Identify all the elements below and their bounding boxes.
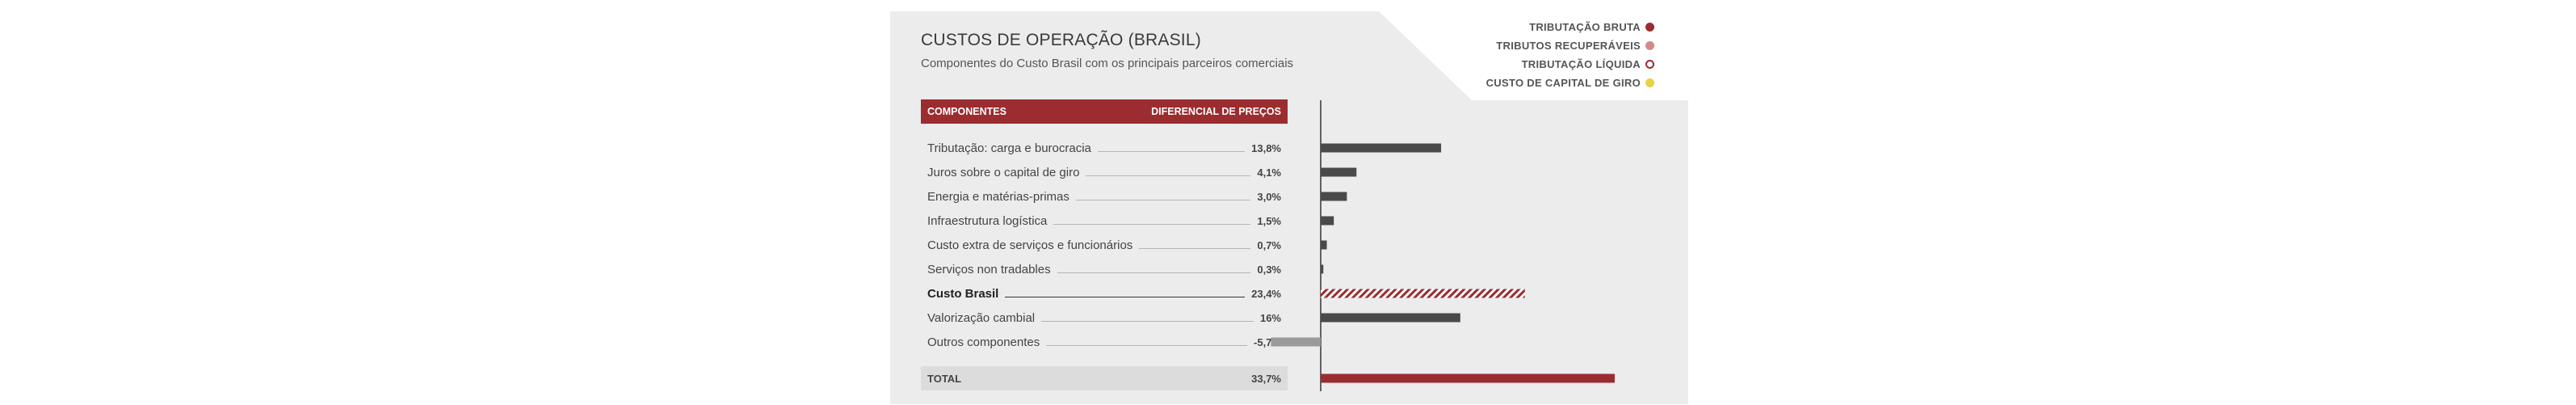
table-header-components: COMPONENTES [927,106,1006,117]
table-row: Custo extra de serviços e funcionários 0,… [921,234,1288,256]
bar [1321,167,1357,177]
legend-swatch [1645,78,1654,87]
row-label: Outros componentes [927,335,1040,349]
bar [1321,192,1347,201]
table-row: Infraestrutura logística 1,5% [921,209,1288,232]
row-label: Custo extra de serviços e funcionários [927,238,1133,252]
table-row: Energia e matérias-primas 3,0% [921,185,1288,208]
table-row: Valorização cambial 16% [921,306,1288,329]
bar-chart [1271,100,1615,391]
chart-title: CUSTOS DE OPERAÇÃO (BRASIL) [921,31,1201,49]
row-label: Energia e matérias-primas [927,189,1069,204]
bar [1321,143,1442,153]
row-label: Tributação: carga e burocracia [927,141,1091,155]
bar [1321,240,1327,250]
legend-item: TRIBUTOS RECUPERÁVEIS [1486,36,1654,55]
legend-label: TRIBUTAÇÃO BRUTA [1529,21,1641,33]
row-label: Serviços non tradables [927,262,1051,276]
legend-swatch [1645,41,1654,50]
row-label: Juros sobre o capital de giro [927,165,1080,179]
legend-item: TRIBUTAÇÃO LÍQUIDA [1486,55,1654,74]
bar [1321,289,1525,298]
total-value: 33,7% [1251,372,1281,385]
row-value: 4,1% [1257,166,1281,179]
row-leader-line [1139,247,1251,249]
table-row: Juros sobre o capital de giro 4,1% [921,161,1288,184]
bar [1271,337,1321,347]
row-leader-line [1053,223,1251,225]
bar [1321,216,1334,226]
row-value: 3,0% [1257,190,1281,203]
legend-label: TRIBUTAÇÃO LÍQUIDA [1521,58,1641,70]
bar [1321,264,1324,274]
row-leader-line [1041,320,1254,322]
legend-item: TRIBUTAÇÃO BRUTA [1486,18,1654,36]
row-label: Infraestrutura logística [927,213,1048,228]
row-leader-line [1097,150,1246,152]
total-row: TOTAL 33,7% [921,366,1288,390]
row-value: 0,3% [1257,263,1281,276]
row-value: 16% [1259,311,1281,324]
bar [1321,313,1460,323]
table-row: Serviços non tradables 0,3% [921,258,1288,281]
table-header-price-differential: DIFERENCIAL DE PREÇOS [1151,106,1281,117]
legend-swatch [1645,23,1654,32]
row-value: 0,7% [1257,238,1281,251]
legend-swatch [1645,60,1654,69]
total-label: TOTAL [927,372,962,385]
table-row: Tributação: carga e burocracia 13,8% [921,137,1288,159]
table-header: COMPONENTES DIFERENCIAL DE PREÇOS [921,99,1288,124]
row-value: 13,8% [1251,141,1281,154]
row-leader-line [1086,175,1251,176]
total-bar [1321,373,1615,383]
chart-subtitle: Componentes do Custo Brasil com os princ… [921,57,1294,70]
legend-label: CUSTO DE CAPITAL DE GIRO [1486,77,1641,89]
row-leader-line [1057,272,1251,273]
legend-label: TRIBUTOS RECUPERÁVEIS [1496,40,1641,52]
legend-item: CUSTO DE CAPITAL DE GIRO [1486,74,1654,92]
row-value: 23,4% [1251,287,1281,300]
legend: TRIBUTAÇÃO BRUTA TRIBUTOS RECUPERÁVEIS TRI… [1486,18,1654,92]
row-label: Custo Brasil [927,286,999,301]
chart-panel: CUSTOS DE OPERAÇÃO (BRASIL) Componentes … [890,11,1688,404]
row-value: 1,5% [1257,214,1281,227]
row-label: Valorização cambial [927,310,1036,325]
table-row: Custo Brasil 23,4% [921,282,1288,305]
row-leader-line [1046,344,1248,346]
